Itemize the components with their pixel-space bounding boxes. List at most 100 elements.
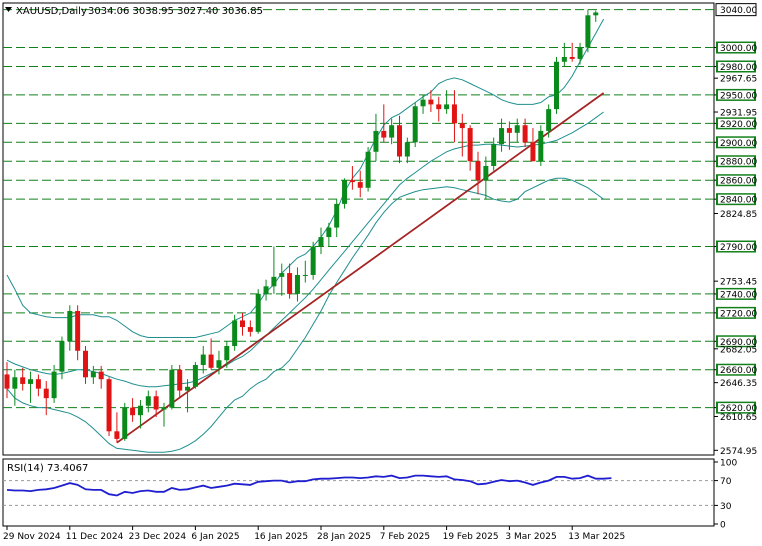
price-tick-label: 2790.00 — [720, 243, 757, 253]
time-tick-label: 3 Mar 2025 — [505, 532, 556, 542]
time-axis: 29 Nov 2024 11 Dec 2024 23 Dec 2024 6 Jan 2… — [3, 526, 625, 542]
price-panel — [2, 2, 715, 456]
price-tick-label: 2920.00 — [720, 120, 757, 130]
candle-body — [240, 320, 245, 328]
price-tick-label: 2967.65 — [720, 75, 757, 85]
level-tag-inner — [718, 175, 754, 185]
price-tick-label: 2574.95 — [720, 447, 757, 457]
candle-body — [59, 341, 65, 372]
bollinger-bands — [6, 18, 605, 453]
level-tag-inner — [718, 137, 754, 147]
level-tag-inner — [718, 365, 754, 375]
time-tick-label: 11 Dec 2024 — [66, 532, 124, 542]
candle-body — [294, 274, 300, 294]
candle-body — [381, 130, 387, 138]
price-tick-label: 2720.00 — [720, 309, 757, 319]
candle-body — [130, 407, 136, 416]
candle-body — [554, 61, 559, 110]
candles — [4, 9, 599, 443]
candle-body — [177, 369, 183, 391]
level-tag-inner — [718, 156, 754, 166]
rsi-label: RSI(14) 73.4067 — [7, 463, 88, 474]
candle-body — [224, 346, 230, 361]
candle-body — [310, 246, 316, 275]
candle-body — [106, 379, 112, 432]
candle-body — [326, 227, 332, 238]
price-tick-label: 2860.00 — [720, 177, 757, 187]
candle-body — [153, 396, 159, 410]
ohlc-readout: 3034.06 3038.95 3027.40 3036.85 — [88, 6, 263, 17]
price-tick-label: 2682.05 — [720, 345, 757, 355]
candle-body — [137, 405, 143, 416]
candle-body — [404, 142, 410, 157]
price-tick-label: 2740.00 — [720, 290, 757, 300]
bollinger-lower — [6, 177, 604, 453]
rsi-tick-label: 30 — [720, 502, 732, 512]
time-tick-label: 13 Mar 2025 — [568, 532, 625, 542]
candle-body — [444, 104, 450, 110]
price-tick-label: 2980.00 — [720, 63, 757, 73]
candle-body — [98, 371, 104, 380]
bollinger-middle — [6, 111, 604, 388]
candle-body — [28, 379, 34, 384]
candle-body — [467, 128, 473, 162]
price-tick-label: 2931.95 — [720, 109, 757, 119]
candle-body — [302, 274, 308, 276]
price-tick-label: 3000.00 — [720, 44, 757, 54]
price-tick-label: 2900.00 — [720, 139, 757, 149]
candle-body — [83, 350, 88, 378]
chart-title: XAUUSD,Daily — [16, 6, 87, 17]
time-tick-label: 23 Dec 2024 — [129, 532, 187, 542]
candle-body — [491, 144, 497, 166]
trendline — [116, 92, 605, 444]
horizontal-levels — [3, 9, 714, 409]
time-tick-label: 28 Jan 2025 — [317, 532, 371, 542]
candle-body — [334, 203, 340, 228]
candle-body — [475, 161, 481, 181]
candle-body — [451, 104, 457, 124]
level-tag-inner — [718, 118, 754, 128]
level-tag-inner — [718, 194, 754, 204]
candle-body — [499, 128, 505, 145]
rsi-axis: 100 70 30 0 — [714, 459, 737, 531]
rsi-series — [3, 474, 714, 506]
level-tag-inner — [718, 43, 754, 53]
candle-body — [145, 396, 151, 406]
candle-body — [412, 106, 418, 143]
candle-body — [208, 354, 214, 368]
level-tag-inner — [718, 61, 754, 71]
price-tick-label: 2840.00 — [720, 196, 757, 206]
price-axis: 3000.00 2980.00 2967.65 2950.00 2931.952920.… — [714, 3, 757, 457]
time-tick-label: 29 Nov 2024 — [3, 532, 61, 542]
time-tick-label: 6 Jan 2025 — [191, 532, 239, 542]
candle-body — [546, 109, 552, 131]
price-tick-label: 2610.65 — [720, 413, 757, 423]
price-tick-label: 2660.00 — [720, 366, 757, 376]
candle-body — [530, 142, 536, 162]
price-tick-label: 2753.45 — [720, 278, 757, 288]
candle-body — [389, 125, 395, 138]
candle-body — [459, 123, 465, 129]
candle-body — [279, 273, 285, 277]
candle-body — [20, 377, 26, 384]
candle-body — [67, 310, 73, 342]
candle-body — [114, 431, 120, 439]
candle-body — [577, 47, 583, 59]
candle-body — [514, 125, 520, 133]
candle-body — [342, 180, 348, 204]
candle-body — [161, 407, 167, 410]
collapse-arrow-icon[interactable] — [5, 7, 12, 12]
price-tick-label: 2824.85 — [720, 210, 757, 220]
candle-body — [365, 151, 371, 188]
current-price-tag — [715, 3, 757, 17]
candle-body — [75, 310, 81, 351]
time-tick-label: 16 Jan 2025 — [254, 532, 308, 542]
trendline-segment — [116, 92, 605, 444]
candle-body — [318, 237, 324, 247]
candle-body — [593, 12, 599, 16]
candle-body — [569, 57, 575, 59]
candle-body — [585, 15, 591, 48]
candle-body — [43, 388, 49, 399]
candle-body — [4, 374, 10, 389]
